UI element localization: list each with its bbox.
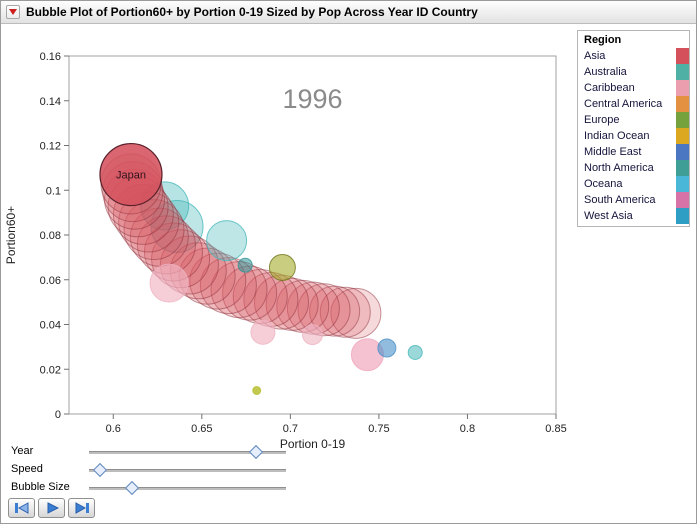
bubble[interactable] (407, 344, 423, 360)
legend-color-swatch (676, 208, 689, 224)
slider-row-speed: Speed (1, 462, 331, 478)
legend-item[interactable]: Europe (584, 112, 689, 128)
legend-color-swatch (676, 80, 689, 96)
legend-item[interactable]: Oceana (584, 176, 689, 192)
legend-item-label: Caribbean (584, 82, 635, 94)
legend-color-swatch (676, 96, 689, 112)
bubble-size-slider-handle[interactable] (124, 480, 139, 496)
bubble[interactable] (302, 324, 323, 346)
legend-item[interactable]: Asia (584, 48, 689, 64)
y-tick-label: 0.02 (40, 364, 61, 376)
legend-item-label: Europe (584, 114, 620, 126)
bubble[interactable] (268, 253, 296, 281)
legend-items: Asia Australia Caribbean Central America Eur… (584, 48, 689, 224)
year-slider-track[interactable] (89, 444, 286, 460)
y-tick-label: 0 (55, 409, 61, 421)
legend-item[interactable]: South America (584, 192, 689, 208)
trail-bubble[interactable] (330, 287, 382, 339)
legend-item-label: Australia (584, 66, 627, 78)
legend-item[interactable]: North America (584, 160, 689, 176)
trail-bubble[interactable] (265, 277, 319, 331)
legend-color-swatch (676, 112, 689, 128)
legend-item[interactable]: Indian Ocean (584, 128, 689, 144)
legend-color-swatch (676, 176, 689, 192)
bubble[interactable] (377, 338, 397, 358)
y-tick-label: 0.04 (40, 320, 61, 332)
legend-item-label: Asia (584, 50, 606, 62)
legend-panel: Region Asia Australia Caribbean Central Ame… (577, 30, 690, 227)
legend-color-swatch (676, 144, 689, 160)
title-bar: Bubble Plot of Portion60+ by Portion 0-1… (1, 1, 696, 24)
x-axis-title: Portion 0-19 (280, 437, 346, 451)
bubble[interactable] (250, 319, 276, 345)
y-tick-label: 0.1 (46, 185, 61, 197)
speed-slider-track[interactable] (89, 462, 286, 478)
legend-title: Region (584, 34, 622, 46)
y-tick-label: 0.14 (40, 96, 61, 108)
bubble[interactable] (149, 263, 189, 303)
legend-color-swatch (676, 128, 689, 144)
play-icon (47, 502, 59, 514)
step-forward-button[interactable] (68, 498, 95, 518)
bubble-size-slider-track[interactable] (89, 480, 286, 496)
step-backward-icon (14, 502, 28, 514)
foreground-bubbles (149, 220, 423, 396)
y-tick-label: 0.08 (40, 230, 61, 242)
legend-item-label: Oceana (584, 178, 623, 190)
legend-item[interactable]: Central America (584, 96, 689, 112)
red-triangle-disclosure-button[interactable] (6, 5, 20, 19)
legend-item[interactable]: Middle East (584, 144, 689, 160)
y-tick-label: 0.16 (40, 51, 61, 63)
red-triangle-icon (9, 9, 17, 15)
x-tick-label: 0.75 (368, 423, 389, 435)
x-tick-label: 0.85 (545, 423, 566, 435)
bubble[interactable] (206, 220, 248, 262)
japan-bubble[interactable] (99, 142, 163, 207)
x-tick-label: 0.6 (106, 423, 121, 435)
year-label: 1996 (282, 84, 342, 114)
trail-bubble[interactable] (319, 286, 371, 338)
trail-bubble[interactable] (189, 252, 247, 310)
legend-color-swatch (676, 64, 689, 80)
report-content: 0 0.02 0.04 0.06 0.08 0.1 0.12 0.14 0.16 0.6 0.65 0… (1, 24, 696, 523)
year-slider-handle[interactable] (248, 444, 263, 460)
legend-color-swatch (676, 160, 689, 176)
y-axis-title: Portion60+ (4, 206, 18, 264)
legend-item-label: South America (584, 194, 656, 206)
japan-bubble-label: Japan (116, 170, 146, 182)
legend-item[interactable]: Caribbean (584, 80, 689, 96)
x-tick-label: 0.7 (283, 423, 298, 435)
japan-trail: Japan (99, 142, 382, 339)
legend-item-label: Middle East (584, 146, 642, 158)
slider-label: Year (11, 445, 34, 457)
step-forward-icon (75, 502, 89, 514)
legend-item[interactable]: West Asia (584, 208, 689, 224)
y-tick-label: 0.06 (40, 275, 61, 287)
window-title: Bubble Plot of Portion60+ by Portion 0-1… (26, 5, 478, 19)
legend-item-label: Central America (584, 98, 663, 110)
slider-label: Bubble Size (11, 481, 70, 493)
x-tick-label: 0.8 (460, 423, 475, 435)
slider-row-year: Year (1, 444, 331, 460)
legend-item-label: North America (584, 162, 654, 174)
legend-item[interactable]: Australia (584, 64, 689, 80)
step-backward-button[interactable] (8, 498, 35, 518)
playback-controls (8, 498, 95, 518)
x-tick-label: 0.65 (191, 423, 212, 435)
slider-label: Speed (11, 463, 43, 475)
legend-item-label: West Asia (584, 210, 633, 222)
legend-color-swatch (676, 48, 689, 64)
legend-color-swatch (676, 192, 689, 208)
bubble-plot: 0 0.02 0.04 0.06 0.08 0.1 0.12 0.14 0.16 0.6 0.65 0… (4, 51, 567, 451)
legend-item-label: Indian Ocean (584, 130, 650, 142)
bubble[interactable] (237, 257, 253, 273)
speed-slider-handle[interactable] (92, 462, 107, 478)
play-button[interactable] (38, 498, 65, 518)
slider-row-bubble-size: Bubble Size (1, 480, 331, 496)
y-tick-label: 0.12 (40, 141, 61, 153)
bubble[interactable] (252, 386, 262, 396)
